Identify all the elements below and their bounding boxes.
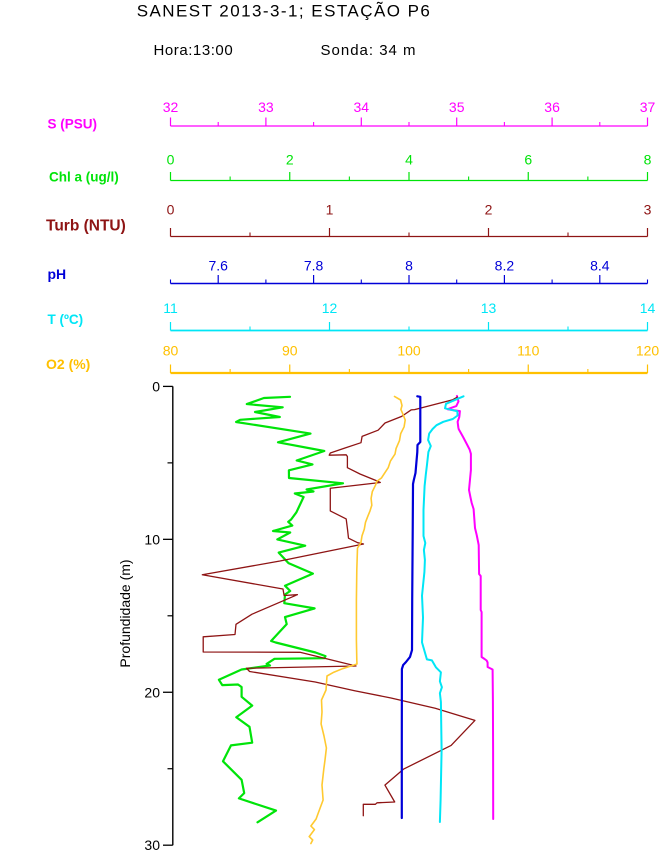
axis-title-O2: O2 (%) xyxy=(46,356,90,372)
axis-tick-label: 8 xyxy=(405,258,413,274)
curve-T xyxy=(421,395,465,824)
header-sonda: Sonda: 34 m xyxy=(321,42,417,59)
axis-tick-label: 8.2 xyxy=(495,258,515,274)
page-title: SANEST 2013-3-1; ESTAÇÃO P6 xyxy=(137,2,432,21)
axis-tick-label: 33 xyxy=(258,99,274,115)
axis-tick-label: 32 xyxy=(163,99,179,115)
axis-tick-label: 36 xyxy=(544,99,560,115)
axis-title-T: T (ºC) xyxy=(48,312,84,327)
axis-tick-label: 0 xyxy=(167,152,175,168)
axis-tick-label: 100 xyxy=(397,343,421,359)
curve-Chl xyxy=(217,395,345,824)
curve-pH xyxy=(400,395,422,820)
axis-tick-label: 7.8 xyxy=(304,258,324,274)
axis-title-Turb: Turb (NTU) xyxy=(46,218,126,235)
axis-title-pH: pH xyxy=(48,266,67,282)
axis-tick-label: 7.6 xyxy=(208,258,228,274)
axis-tick-label: 35 xyxy=(449,99,465,115)
axis-O2: 80 90 100 110 120 O2 (%) xyxy=(46,343,660,375)
axis-pH: 7.6 7.8 8 8.2 8.4 pH xyxy=(48,258,649,285)
axis-tick-label: 110 xyxy=(517,343,540,359)
axis-S: 32 33 34 35 36 37 S (PSU) xyxy=(48,99,656,132)
axis-tick-label: 0 xyxy=(167,202,175,218)
axis-tick-label: 12 xyxy=(322,300,338,316)
depth-tick-label: 20 xyxy=(144,684,160,700)
profile-curves xyxy=(201,394,495,845)
axis-tick-label: 14 xyxy=(640,300,656,316)
axis-tick-label: 8 xyxy=(644,152,652,168)
axis-tick-label: 2 xyxy=(485,202,493,218)
axis-tick-label: 8.4 xyxy=(590,258,610,274)
axis-tick-label: 4 xyxy=(405,152,413,168)
axis-tick-label: 6 xyxy=(524,152,532,168)
depth-tick-label: 30 xyxy=(144,837,160,853)
curve-O2 xyxy=(308,395,407,845)
curve-Turb xyxy=(201,396,476,817)
axis-T: 11 12 13 14 T (ºC) xyxy=(48,300,656,332)
depth-axis: 0 10 20 30 Profundidade (m) xyxy=(117,378,174,853)
header-hora: Hora:13:00 xyxy=(154,42,234,59)
axis-tick-label: 1 xyxy=(326,202,334,218)
axis-Chl: 0 2 4 6 8 Chl a (ug/l) xyxy=(49,152,652,185)
axis-tick-label: 2 xyxy=(286,152,294,168)
axis-tick-label: 120 xyxy=(636,343,660,359)
axis-title-S: S (PSU) xyxy=(48,117,98,132)
axis-tick-label: 13 xyxy=(481,300,497,316)
curve-S xyxy=(446,394,495,820)
axis-tick-label: 3 xyxy=(644,202,652,218)
axis-Turb: 0 1 2 3 Turb (NTU) xyxy=(46,202,652,238)
axis-tick-label: 80 xyxy=(163,343,179,359)
axis-tick-label: 37 xyxy=(640,99,656,115)
depth-tick-label: 0 xyxy=(152,378,160,394)
depth-tick-label: 10 xyxy=(144,531,160,547)
axis-tick-label: 34 xyxy=(354,99,370,115)
axis-title-Chl: Chl a (ug/l) xyxy=(49,170,119,185)
depth-axis-title: Profundidade (m) xyxy=(117,559,133,667)
axis-tick-label: 11 xyxy=(163,300,178,316)
axis-tick-label: 90 xyxy=(282,343,298,359)
